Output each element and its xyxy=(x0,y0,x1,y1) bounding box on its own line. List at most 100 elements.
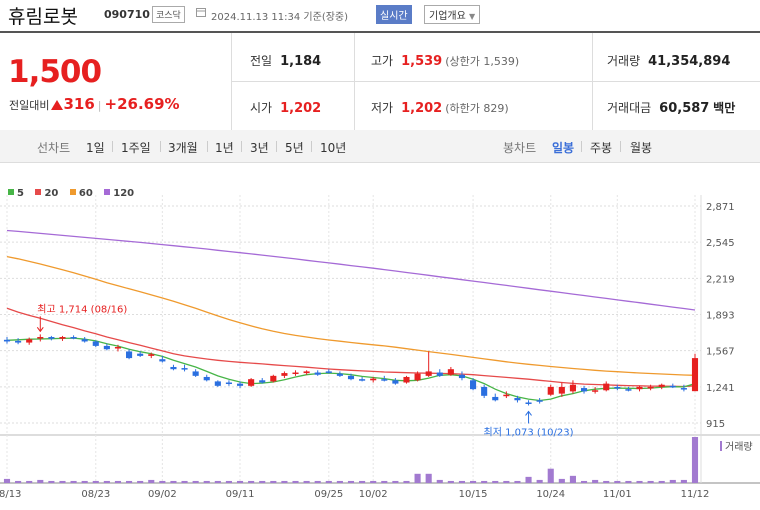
candle-body xyxy=(137,353,144,356)
volume-bar xyxy=(447,480,454,483)
legend-ma20: 20 xyxy=(35,188,58,199)
candle xyxy=(370,376,377,383)
tab-daily[interactable]: 일봉 xyxy=(552,141,575,155)
volume-bar xyxy=(214,480,221,483)
volume-bar xyxy=(236,480,244,483)
candle-body xyxy=(481,386,488,396)
candle-body xyxy=(603,383,610,391)
line-chart-label: 선차트 xyxy=(37,141,71,155)
candle-body xyxy=(203,376,210,381)
volume-bar xyxy=(3,478,11,483)
volume-bar xyxy=(126,480,133,483)
x-tick-label: 11/12 xyxy=(681,489,710,500)
low-price: 저가 1,202 (하한가 829) xyxy=(371,101,509,116)
volume-bar xyxy=(470,480,477,483)
calendar-icon xyxy=(196,8,206,17)
candle xyxy=(270,374,277,383)
candle xyxy=(580,385,588,394)
candle xyxy=(691,353,699,392)
candle-body xyxy=(281,373,288,376)
volume-bar xyxy=(37,479,44,483)
market-badge: 코스닥 xyxy=(152,6,185,23)
legend-ma60: 60 xyxy=(69,188,93,199)
candle xyxy=(3,337,11,344)
tab-1w[interactable]: 1주일 xyxy=(121,141,151,155)
candle-body xyxy=(558,386,565,394)
candle-body xyxy=(259,380,266,383)
volume-bar xyxy=(647,480,654,483)
candle xyxy=(236,381,244,389)
volume-bar xyxy=(558,478,565,483)
tab-3y[interactable]: 3년 xyxy=(250,141,269,155)
candle xyxy=(636,385,643,392)
volume-bar xyxy=(303,480,310,483)
stock-code: 090710 xyxy=(104,8,150,21)
candle-body xyxy=(547,386,554,395)
candle xyxy=(447,366,454,376)
tab-monthly[interactable]: 월봉 xyxy=(630,141,653,155)
candle-body xyxy=(225,382,232,385)
candle-body xyxy=(170,366,177,370)
candle xyxy=(347,373,355,381)
y-tick-label: 2,545 xyxy=(706,238,735,249)
x-tick-label: 10/02 xyxy=(359,489,388,500)
candle-body xyxy=(592,390,599,392)
tab-10y[interactable]: 10년 xyxy=(320,141,347,155)
candle xyxy=(170,364,177,371)
candle-body xyxy=(392,380,399,384)
candle xyxy=(192,369,199,377)
candle xyxy=(569,380,576,394)
volume-bar xyxy=(314,480,321,483)
chart-tabs: 선차트 1일 1주일 3개월 1년 3년 5년 10년 봉차트 일봉 주봉 월봉 xyxy=(0,130,760,163)
volume-bar xyxy=(381,480,388,483)
candle-body xyxy=(403,376,410,383)
tab-1y[interactable]: 1년 xyxy=(215,141,234,155)
candle xyxy=(547,384,554,396)
candle xyxy=(492,393,499,402)
candle-body xyxy=(347,375,355,380)
volume-bar xyxy=(492,480,499,483)
tab-weekly[interactable]: 주봉 xyxy=(590,141,613,155)
x-tick-label: 10/24 xyxy=(536,489,565,500)
candle-body xyxy=(680,388,687,390)
ma60-line xyxy=(6,255,696,376)
volume-bar xyxy=(26,480,33,483)
volume-bar xyxy=(658,480,665,483)
candle-body xyxy=(70,337,77,339)
volume-bar xyxy=(691,437,699,483)
volume-bar xyxy=(403,480,410,483)
candle-body xyxy=(436,372,443,376)
candle xyxy=(203,374,210,382)
volume-bar xyxy=(181,480,188,483)
candle xyxy=(381,375,388,382)
candle xyxy=(525,400,532,406)
tab-5y[interactable]: 5년 xyxy=(285,141,304,155)
candle-body xyxy=(92,341,99,346)
tab-1d[interactable]: 1일 xyxy=(86,141,105,155)
company-info-button[interactable]: 기업개요 ▼ xyxy=(424,5,481,24)
price-chart[interactable]: 2,871 2,545 2,219 1,893 1,567 1,241 915 08/13 08… xyxy=(0,195,760,510)
candle-body xyxy=(37,337,44,339)
candle-body xyxy=(270,375,277,382)
realtime-badge[interactable]: 실시간 xyxy=(376,5,412,24)
candle xyxy=(59,335,66,341)
candle-body xyxy=(359,379,366,381)
candle-chart-label: 봉차트 xyxy=(503,141,537,155)
candle-body xyxy=(691,358,699,392)
candle-body xyxy=(292,372,299,375)
annotation-high: 최고 1,714 (08/16) xyxy=(37,303,127,315)
volume-legend-swatch xyxy=(720,441,722,451)
candle xyxy=(81,337,88,343)
candle xyxy=(137,351,144,357)
volume-bar xyxy=(336,480,343,483)
candle xyxy=(148,352,155,359)
tab-3m[interactable]: 3개월 xyxy=(168,141,198,155)
candle-body xyxy=(658,384,665,387)
volume-bar xyxy=(414,473,421,483)
candle xyxy=(26,337,33,345)
volume-bar xyxy=(425,473,432,483)
legend-ma120: 120 xyxy=(104,188,134,199)
y-tick-label: 2,871 xyxy=(706,202,735,213)
volume-bar xyxy=(359,480,366,483)
candle xyxy=(303,370,310,375)
